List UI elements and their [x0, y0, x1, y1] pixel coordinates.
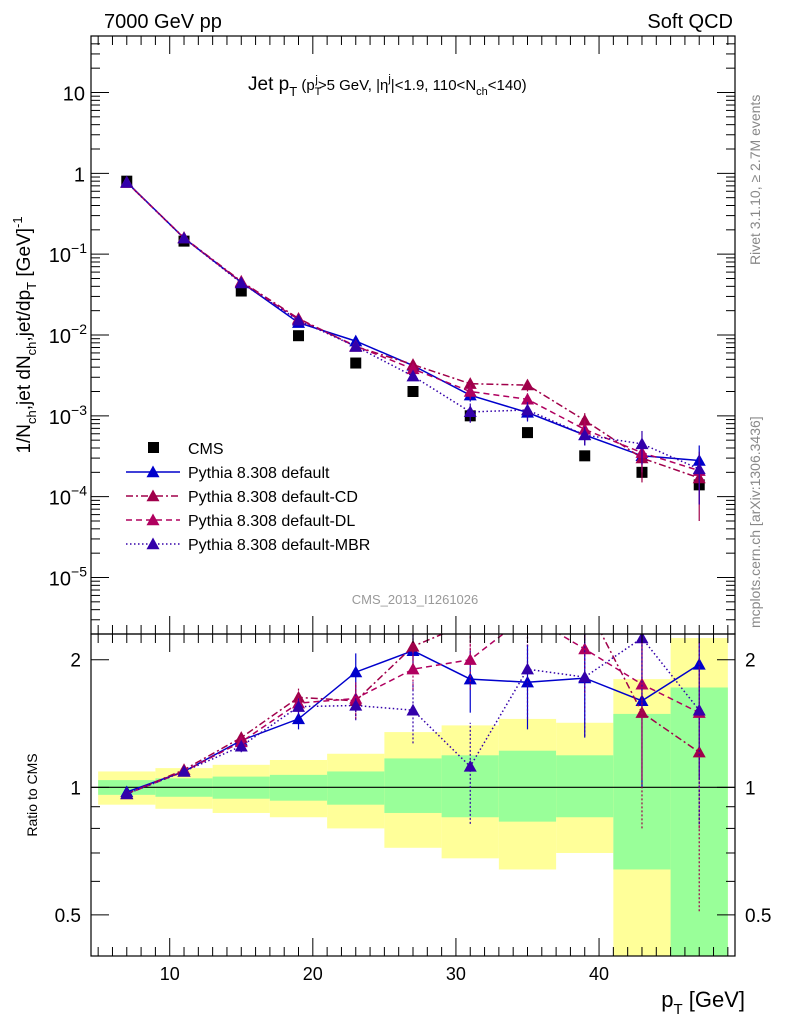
legend-marker-cd: [146, 489, 160, 502]
y-tick-label: 1: [74, 164, 85, 186]
ratio-marker-mbr: [520, 662, 534, 675]
ratio-marker-mbr: [292, 700, 306, 712]
marker-mbr: [578, 428, 592, 441]
marker-mbr: [234, 276, 248, 289]
ratio-marker-cd: [406, 639, 420, 652]
header-energy: 7000 GeV pp: [104, 11, 222, 33]
ratio-y-tick-label-right: 1: [745, 778, 756, 799]
ratio-marker-mbr: [120, 787, 134, 800]
legend-label-dl: Pythia 8.308 default-DL: [188, 513, 355, 530]
series-line-mbr: [126, 181, 700, 470]
data-point-cms: [235, 285, 247, 297]
uncertainty-band-inner: [327, 771, 385, 805]
marker-cd: [463, 377, 477, 389]
plot-title: Jet pT (pTj>5 GeV, |ηj|<1.9, 110<Nch<140…: [248, 73, 527, 99]
y-tick-label: 10−4: [49, 483, 87, 510]
analysis-id: CMS_2013_I1261026: [352, 592, 479, 607]
x-tick-label: 30: [446, 964, 466, 984]
ratio-y-tick-label-right: 0.5: [745, 906, 771, 927]
legend: CMS Pythia 8.308 default Pythia 8.308 defa…: [126, 441, 370, 554]
ratio-y-tick-label: 2: [70, 651, 81, 672]
ratio-marker-cd: [635, 706, 649, 718]
marker-mbr: [463, 405, 477, 418]
xlabel: pT [GeV]: [661, 987, 745, 1018]
marker-dl: [463, 385, 477, 397]
ratio-marker-dl: [349, 692, 363, 704]
ratio-marker-default: [463, 672, 477, 685]
data-point-cms: [293, 330, 305, 342]
marker-mbr: [177, 231, 191, 244]
ratio-marker-mbr: [578, 670, 592, 683]
legend-label-data: CMS: [188, 441, 224, 458]
x-tick-label: 20: [303, 964, 323, 984]
ratio-marker-mbr: [406, 703, 420, 716]
ratio-line-dl: [126, 634, 700, 795]
ratio-marker-dl: [635, 677, 649, 690]
uncertainty-band-inner: [556, 755, 614, 818]
ratio-y-tick-label-right: 2: [745, 651, 756, 672]
legend-marker-default: [146, 465, 160, 478]
marker-cd: [520, 378, 534, 391]
marker-mbr: [692, 462, 706, 475]
ratio-marker-mbr: [692, 703, 706, 716]
ratio-marker-dl: [463, 653, 477, 665]
ratio-marker-mbr: [177, 764, 191, 777]
mcplots-label: mcplots.cern.ch [arXiv:1306.3436]: [747, 416, 763, 628]
marker-mbr: [120, 176, 134, 188]
marker-dl: [520, 392, 534, 405]
uncertainty-band-inner: [498, 750, 557, 822]
ratio-y-tick-label: 0.5: [55, 906, 81, 927]
ratio-marker-dl: [578, 642, 592, 655]
legend-marker-dl: [146, 513, 160, 526]
legend-label-mbr: Pythia 8.308 default-MBR: [188, 537, 370, 554]
legend-marker-mbr: [146, 537, 160, 550]
y-tick-label: 10−1: [49, 240, 87, 267]
data-point-cms: [579, 450, 591, 462]
y-tick-label: 10−3: [49, 402, 87, 429]
rivet-version-label: Rivet 3.1.10, ≥ 2.7M events: [747, 95, 763, 265]
ratio-marker-mbr: [463, 759, 477, 772]
main-ylabel: 1/Nch,jet dNch,jet/dpT [GeV]-1: [10, 216, 39, 453]
marker-mbr: [349, 340, 363, 352]
data-point-cms: [521, 427, 533, 439]
series-line-dl: [126, 181, 700, 472]
uncertainty-band-inner: [384, 758, 442, 813]
x-tick-label: 40: [589, 964, 609, 984]
x-tick-label: 10: [160, 964, 180, 984]
marker-mbr: [635, 437, 649, 450]
marker-cd: [578, 413, 592, 426]
series-line-cd: [126, 181, 700, 479]
header-category: Soft QCD: [647, 11, 733, 33]
y-tick-label: 10−5: [49, 563, 87, 590]
data-point-cms: [407, 386, 419, 398]
ratio-plot-area: [91, 634, 735, 956]
ratio-marker-default: [292, 712, 306, 725]
ratio-marker-mbr: [234, 739, 248, 752]
ratio-marker-default: [349, 665, 363, 678]
legend-label-default: Pythia 8.308 default: [188, 465, 330, 482]
legend-marker-cms: [148, 442, 159, 453]
y-tick-label: 10: [63, 84, 85, 106]
marker-dl: [406, 362, 420, 375]
ratio-marker-mbr: [349, 698, 363, 711]
legend-label-cd: Pythia 8.308 default-CD: [188, 489, 358, 506]
marker-mbr: [406, 369, 420, 382]
data-point-cms: [350, 357, 362, 369]
y-tick-label: 10−2: [49, 321, 87, 348]
main-plot-area: [120, 175, 706, 521]
ratio-y-tick-label: 1: [70, 778, 81, 799]
series-line-default: [126, 181, 700, 462]
ratio-ylabel: Ratio to CMS: [24, 753, 40, 836]
ratio-marker-dl: [406, 662, 420, 675]
marker-mbr: [292, 313, 306, 326]
marker-mbr: [520, 403, 534, 416]
